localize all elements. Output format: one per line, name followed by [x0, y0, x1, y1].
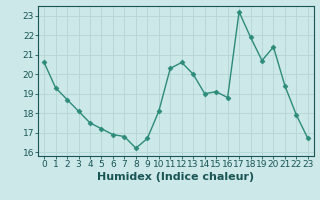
- X-axis label: Humidex (Indice chaleur): Humidex (Indice chaleur): [97, 172, 255, 182]
